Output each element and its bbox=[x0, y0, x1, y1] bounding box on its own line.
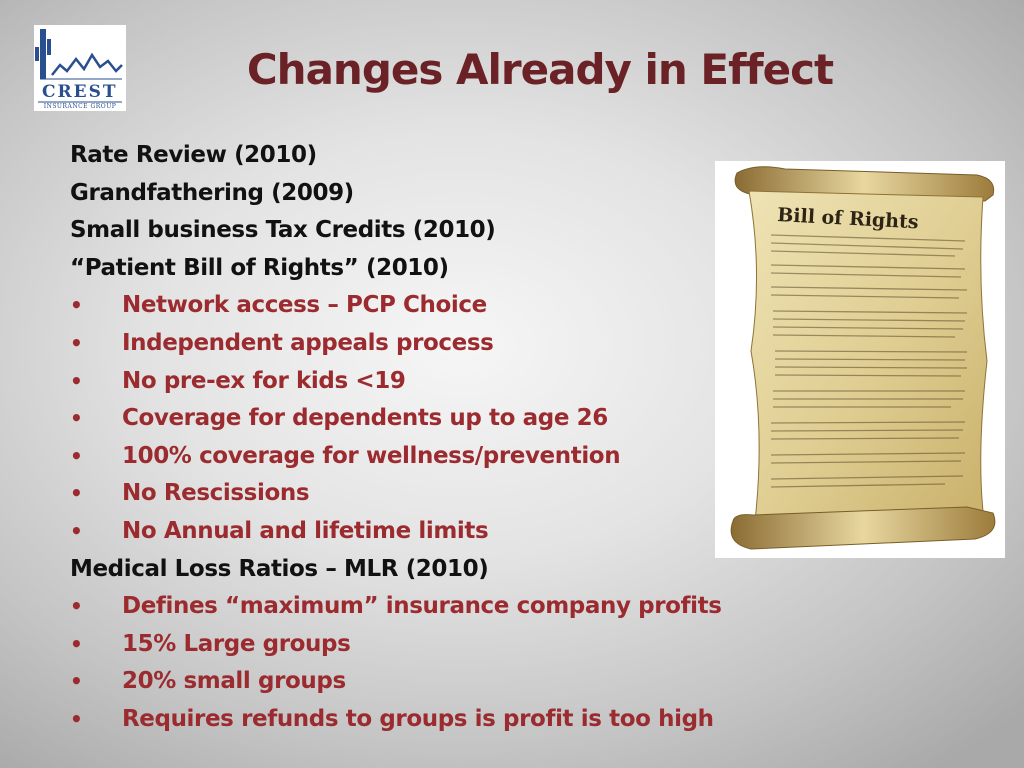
list-subitem: • Independent appeals process bbox=[70, 325, 750, 363]
parchment-scroll-icon: Bill of Rights bbox=[730, 166, 996, 550]
bullet-icon: • bbox=[70, 518, 83, 543]
logo-wordmark: CREST bbox=[42, 82, 118, 102]
logo-subtitle: INSURANCE GROUP bbox=[43, 103, 117, 110]
list-subitem: • Defines “maximum” insurance company pro… bbox=[70, 588, 750, 626]
list-subitem: • Requires refunds to groups is profit is… bbox=[70, 701, 750, 739]
bill-of-rights-image: Bill of Rights bbox=[715, 161, 1005, 558]
list-item: Small business Tax Credits (2010) bbox=[70, 217, 496, 244]
bullet-icon: • bbox=[70, 368, 83, 393]
bullet-icon: • bbox=[70, 406, 83, 431]
bullet-icon: • bbox=[70, 706, 83, 731]
list-subitem: • No Annual and lifetime limits bbox=[70, 513, 750, 551]
list-item: Medical Loss Ratios – MLR (2010) bbox=[70, 555, 489, 582]
list-subitem: • Network access – PCP Choice bbox=[70, 287, 750, 325]
bullet-icon: • bbox=[70, 594, 83, 619]
cactus-mountain-icon bbox=[35, 29, 123, 103]
bullet-icon: • bbox=[70, 481, 83, 506]
list-item: “Patient Bill of Rights” (2010) bbox=[70, 254, 449, 281]
bullet-icon: • bbox=[70, 330, 83, 355]
bullet-icon: • bbox=[70, 669, 83, 694]
bullet-icon: • bbox=[70, 293, 83, 318]
list-subitem: • No Rescissions bbox=[70, 475, 750, 513]
bullet-list: Rate Review (2010) Grandfathering (2009)… bbox=[70, 137, 750, 739]
crest-logo: CREST INSURANCE GROUP bbox=[34, 25, 126, 111]
list-subitem: • Coverage for dependents up to age 26 bbox=[70, 400, 750, 438]
bullet-icon: • bbox=[70, 631, 83, 656]
bullet-icon: • bbox=[70, 443, 83, 468]
list-subitem: • 15% Large groups bbox=[70, 626, 750, 664]
list-subitem: • 20% small groups bbox=[70, 663, 750, 701]
list-item: Grandfathering (2009) bbox=[70, 179, 354, 206]
list-subitem: • 100% coverage for wellness/prevention bbox=[70, 438, 750, 476]
slide-title: Changes Already in Effect bbox=[246, 45, 834, 94]
list-item: Rate Review (2010) bbox=[70, 142, 317, 168]
list-subitem: • No pre-ex for kids <19 bbox=[70, 363, 750, 401]
